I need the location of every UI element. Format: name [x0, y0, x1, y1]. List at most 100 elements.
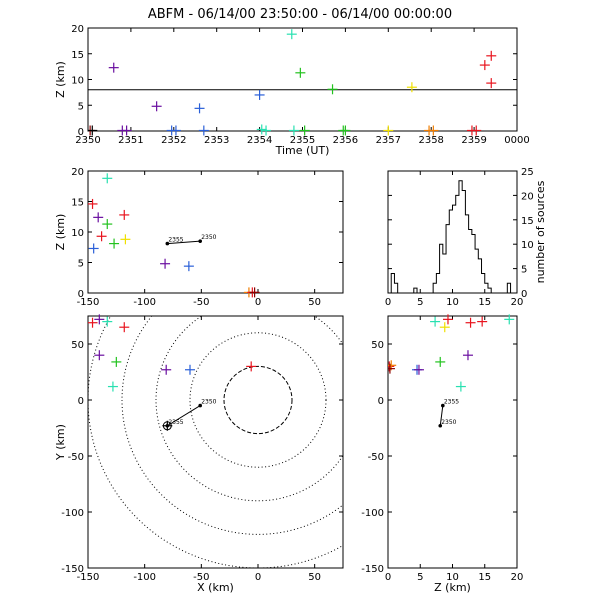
y-tick-label: 15 [71, 198, 84, 209]
x-tick-label: 50 [308, 572, 321, 583]
source-marker [299, 125, 310, 136]
storm-track-line [167, 240, 201, 245]
plan_view-axes: -150 -100 -50 0 50 -150 -100 -50 0 50 X (km) Y (km) [54, 315, 344, 594]
x-tick-label: -150 [77, 572, 100, 583]
y-tick-label: -100 [361, 508, 384, 519]
track-start-dot [165, 241, 170, 246]
source-marker [162, 420, 173, 431]
source-marker [102, 316, 113, 327]
source-marker [160, 258, 171, 269]
y-tick-label: -150 [361, 564, 384, 575]
y-tick-label: 5 [78, 101, 84, 112]
time_height-axes: 2350 2351 2352 2353 2354 2355 2356 2357 2358 2359… [54, 24, 530, 157]
x-tick-label: 0 [255, 297, 261, 308]
source-marker [256, 124, 267, 135]
x-tick-label: 2355 [290, 135, 315, 146]
x-tick-label: 2353 [204, 135, 229, 146]
track-end-dot [438, 423, 443, 428]
y-tick-label: -100 [61, 508, 84, 519]
source-marker [465, 317, 476, 328]
y-tick-label: 15 [71, 50, 84, 61]
source-marker [388, 363, 395, 374]
source-marker [170, 125, 181, 136]
plan_view-points [88, 314, 257, 431]
z_plan-axes: 0 5 10 15 20 -150 -100 -50 0 50 Z (km) [361, 315, 524, 594]
y-tick-label: 10 [71, 228, 84, 239]
source-marker [479, 60, 490, 71]
source-marker [435, 356, 446, 367]
y-axis-label: Y (km) [54, 424, 67, 461]
z_plan-points [388, 314, 515, 392]
y-tick-label: 20 [521, 191, 534, 202]
source-marker [486, 50, 497, 61]
x-tick-label: 5 [417, 572, 423, 583]
x-tick-label: 10 [446, 572, 459, 583]
x-tick-label: 2354 [247, 135, 272, 146]
range-rings [88, 316, 343, 568]
y-tick-label: 10 [71, 76, 84, 87]
source-marker [161, 364, 172, 375]
source-marker [413, 364, 424, 375]
track-start-label: 2355 [168, 237, 183, 244]
y-tick-label: 0 [78, 396, 84, 407]
x-tick-label: 0000 [504, 135, 529, 146]
y-tick-label: 0 [78, 127, 84, 138]
track-end-label: 2350 [441, 419, 456, 426]
x-tick-label: 15 [478, 572, 491, 583]
x-tick-label: 2350 [75, 135, 100, 146]
x-tick-label: 2352 [161, 135, 186, 146]
x-tick-label: -50 [193, 297, 209, 308]
source-marker [88, 125, 98, 136]
x-tick-label: -150 [77, 297, 100, 308]
y-tick-label: 5 [78, 259, 84, 270]
source-marker [94, 350, 105, 361]
source-marker [183, 261, 194, 272]
source-marker [108, 62, 119, 73]
source-marker [254, 89, 265, 100]
x-tick-label: 0 [385, 572, 391, 583]
range-ring [189, 332, 327, 468]
source-marker [198, 125, 209, 136]
track-start-dot [441, 403, 445, 408]
x-axis-label: X (km) [197, 581, 234, 594]
source-marker [327, 84, 338, 95]
source-marker [383, 125, 394, 136]
source-marker [388, 361, 395, 372]
figure-title: ABFM - 06/14/00 23:50:00 - 06/14/00 00:0… [148, 7, 452, 22]
x-tick-label: 5 [417, 297, 423, 308]
source-marker [486, 78, 497, 89]
x-tick-label: 20 [511, 297, 524, 308]
y-tick-label: 20 [71, 24, 84, 35]
source-marker [261, 125, 272, 136]
x-tick-label: 2356 [333, 135, 358, 146]
y-tick-label: 0 [78, 289, 84, 300]
y-tick-label: -50 [368, 452, 384, 463]
source-marker [111, 356, 122, 367]
source-marker [455, 381, 466, 392]
y-tick-label: -50 [68, 452, 84, 463]
source-marker [102, 219, 113, 230]
source-marker [88, 198, 98, 209]
x-tick-label: 20 [511, 572, 524, 583]
y-tick-label: -150 [61, 564, 84, 575]
x-tick-label: -100 [133, 297, 156, 308]
source-marker [462, 350, 473, 361]
y-tick-label: 5 [521, 265, 527, 276]
source-marker [430, 316, 441, 327]
source-marker [406, 82, 417, 93]
x-tick-label: -100 [133, 572, 156, 583]
source-marker [151, 101, 162, 112]
x-tick-label: 2358 [418, 135, 443, 146]
x-tick-label: 15 [478, 297, 491, 308]
source-marker [88, 243, 99, 254]
x-tick-label: 0 [385, 297, 391, 308]
source-marker [286, 29, 297, 40]
x-tick-label: 50 [308, 297, 321, 308]
x-tick-label: 2351 [118, 135, 143, 146]
source-marker [119, 209, 130, 220]
time_height-points [88, 29, 497, 136]
z_plan-track: 2355 2350 [438, 399, 459, 428]
source-marker [185, 364, 195, 375]
y-axis-label: Z (km) [54, 61, 67, 98]
